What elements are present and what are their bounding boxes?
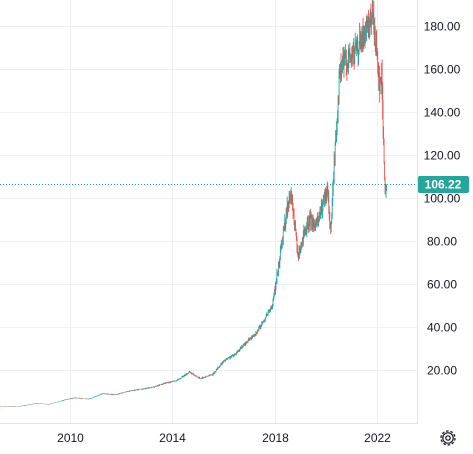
- last-price-badge: 106.22: [418, 176, 469, 193]
- x-tick-label: 2010: [57, 431, 84, 445]
- x-tick-label: 2022: [364, 431, 391, 445]
- y-tick-label: 100.00: [424, 192, 461, 206]
- y-tick-label: 40.00: [427, 321, 457, 335]
- last-price-value: 106.22: [425, 178, 462, 192]
- x-tick-label: 2014: [159, 431, 186, 445]
- price-axis[interactable]: 20.00 40.00 60.00 80.00 100.00 120.00 140.00 16…: [424, 20, 461, 378]
- settings-icon[interactable]: [440, 430, 456, 446]
- y-tick-label: 80.00: [427, 235, 457, 249]
- time-axis[interactable]: 2010 2014 2018 2022: [57, 431, 391, 445]
- y-tick-label: 140.00: [424, 106, 461, 120]
- y-tick-label: 160.00: [424, 63, 461, 77]
- y-tick-label: 60.00: [427, 278, 457, 292]
- y-tick-label: 120.00: [424, 149, 461, 163]
- x-tick-label: 2018: [262, 431, 289, 445]
- y-tick-label: 20.00: [427, 364, 457, 378]
- last-price-badge-bg: [418, 176, 469, 193]
- chart-grid: [0, 0, 417, 423]
- chart-plot-area[interactable]: [0, 0, 387, 407]
- y-tick-label: 180.00: [424, 20, 461, 34]
